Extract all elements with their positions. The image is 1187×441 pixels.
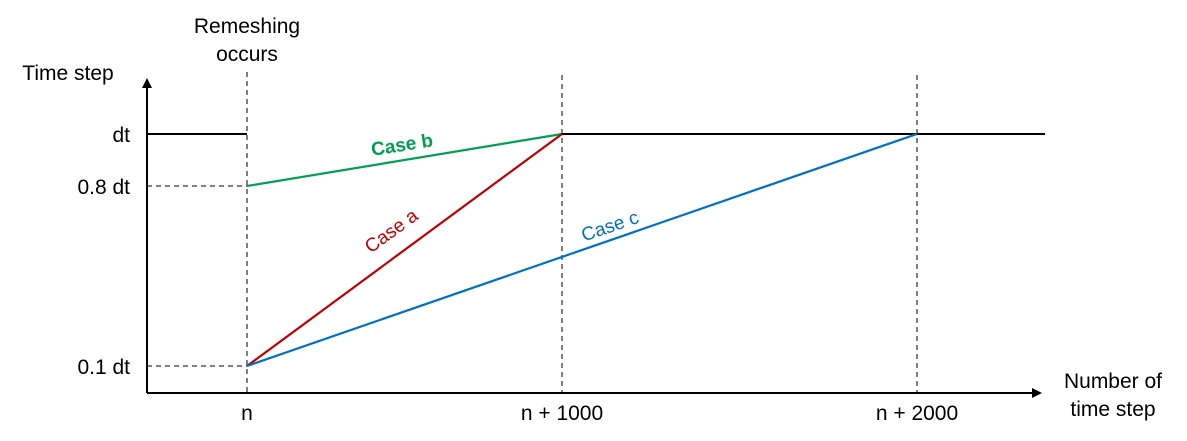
x-axis-title-line2: time step: [1070, 398, 1155, 421]
x-tick-n: n: [241, 402, 253, 425]
x-axis-title-line1: Number of: [1064, 370, 1162, 393]
annotation-line2: occurs: [216, 43, 278, 66]
y-tick-0-8dt: 0.8 dt: [77, 176, 130, 199]
case-b-line: [246, 132, 563, 188]
y-tick-dt: dt: [112, 124, 130, 147]
y-tick-0-1dt: 0.1 dt: [77, 356, 130, 379]
case-a-label: Case a: [361, 205, 422, 258]
case-a-line: [246, 133, 563, 367]
x-tick-n-1000: n + 1000: [521, 402, 603, 425]
annotation-line1: Remeshing: [194, 15, 300, 38]
y-axis-title: Time step: [22, 62, 113, 85]
case-c-line: [246, 132, 918, 368]
x-tick-n-2000: n + 2000: [876, 402, 958, 425]
